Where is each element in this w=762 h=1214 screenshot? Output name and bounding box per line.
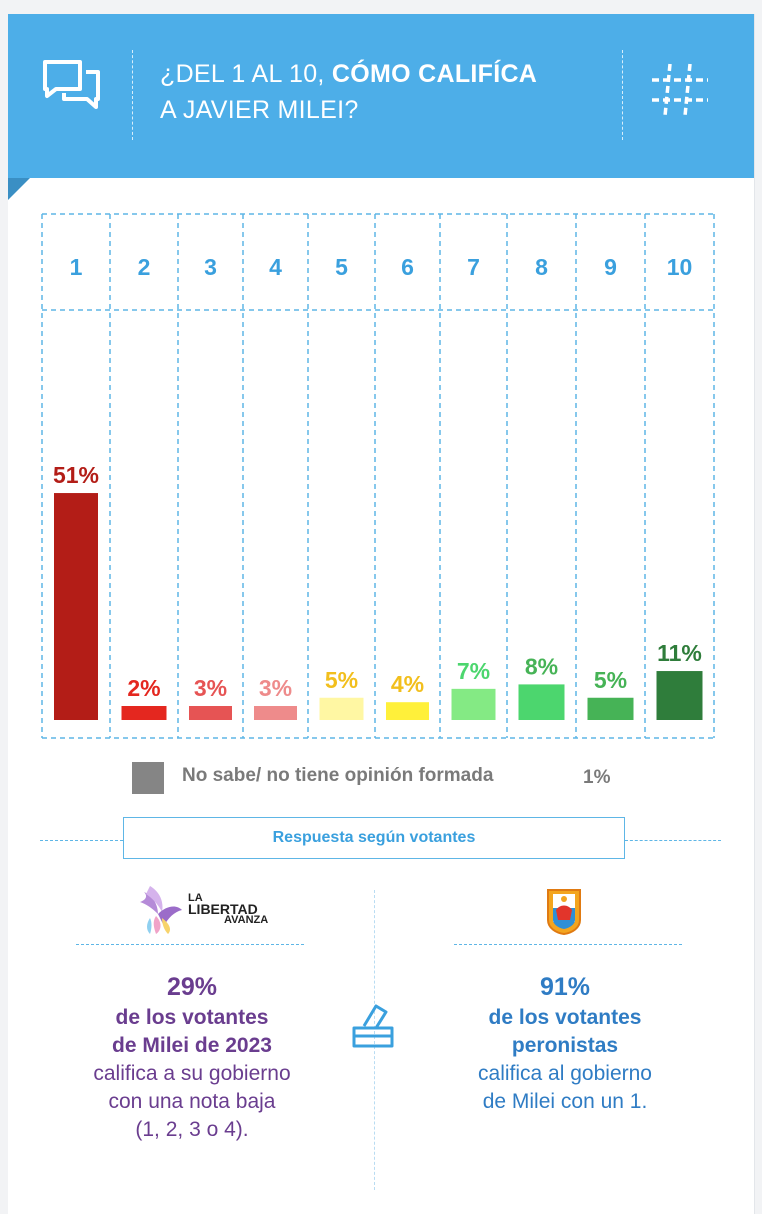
right-column-divider [454,944,682,945]
header-separator [622,50,623,140]
value-label-9: 5% [594,667,627,693]
hashtag-icon [652,63,708,117]
chat-bubbles-icon [43,60,100,109]
value-label-7: 7% [457,658,490,684]
bar-4 [254,706,297,720]
libertad-voters-line2: de Milei de 2023 [112,1034,272,1057]
libertad-voters-block: 29% de los votantes de Milei de 2023 cal… [62,970,322,1144]
libertad-voters-line1: de los votantes [115,1006,269,1029]
value-label-6: 4% [391,671,424,697]
category-label-5: 5 [335,254,348,280]
bar-7 [451,688,496,720]
bar-2 [121,706,167,720]
left-column-divider [76,944,304,945]
category-label-10: 10 [667,254,693,280]
peronist-voters-line2: peronistas [511,1034,619,1057]
legend-swatch-no-sabe [132,762,164,794]
libertad-voters-percent: 29% [166,973,218,1001]
ballot-box-icon [352,1004,394,1048]
category-label-3: 3 [204,254,217,280]
partido-justicialista-logo [547,889,581,936]
bar-9 [587,697,634,720]
page-title: ¿DEL 1 AL 10, CÓMO CALIFÍCA A JAVIER MIL… [160,60,538,124]
value-label-8: 8% [525,653,558,679]
category-label-4: 4 [269,254,282,280]
section-divider-left [40,840,123,841]
header-banner: ¿DEL 1 AL 10, CÓMO CALIFÍCA A JAVIER MIL… [8,14,754,200]
legend-label-no-sabe: No sabe/ no tiene opinión formada [182,765,494,786]
value-label-4: 3% [259,675,292,701]
bar-6 [386,702,429,720]
peronist-voters-block: 91% de los votantes peronistas califica … [420,970,710,1116]
category-label-6: 6 [401,254,414,280]
section-divider-right [625,840,721,841]
category-label-1: 1 [70,254,83,280]
column-separator [374,890,375,1190]
bar-8 [518,684,565,720]
peronist-voters-line3: califica al gobierno [478,1062,652,1085]
la-libertad-avanza-wordmark: LA LIBERTAD AVANZA [188,892,269,926]
bar-1 [54,493,98,720]
value-label-3: 3% [194,675,227,701]
category-label-8: 8 [535,254,548,280]
peronist-voters-percent: 91% [539,973,591,1001]
value-label-1: 51% [53,462,99,488]
la-libertad-avanza-logo [140,886,182,934]
value-label-10: 11% [657,640,702,666]
category-label-2: 2 [138,254,151,280]
bar-chart: 1 51% 2 2% 3 3% 4 3% 5 5% 6 4% 7 7% 8 8% 9 5% 10 11% [41,213,715,739]
peronist-voters-line4: de Milei con un 1. [482,1090,648,1113]
value-label-5: 5% [325,667,358,693]
value-label-2: 2% [127,675,160,701]
bar-10 [656,671,703,720]
libertad-voters-line4: con una nota baja [108,1090,276,1113]
legend-value-no-sabe: 1% [583,767,611,788]
bar-5 [319,697,364,720]
category-label-7: 7 [467,254,480,280]
peronist-voters-line1: de los votantes [488,1006,642,1029]
category-label-9: 9 [604,254,617,280]
bar-3 [189,706,232,720]
header-separator [132,50,133,140]
libertad-voters-line5: (1, 2, 3 o 4). [135,1118,249,1141]
libertad-voters-line3: califica a su gobierno [93,1062,291,1085]
section-title: Respuesta según votantes [123,817,625,859]
header-tab-corner [8,178,30,200]
